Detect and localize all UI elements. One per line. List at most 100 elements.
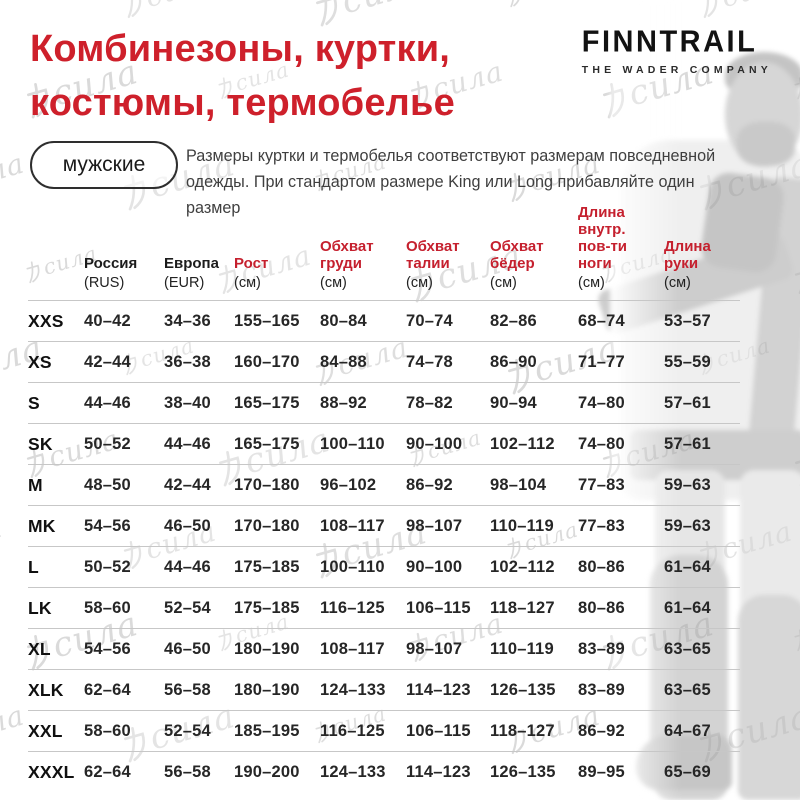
size-label: SK xyxy=(28,433,53,454)
table-cell: 114–123 xyxy=(406,680,471,699)
column-header-label: Россия xyxy=(84,255,138,272)
column-header-unit: (см) xyxy=(406,275,433,291)
column-header-label: Обхват груди xyxy=(320,238,374,272)
table-cell: 190–200 xyxy=(234,762,300,781)
table-cell: 68–74 xyxy=(578,311,625,330)
table-cell: 180–190 xyxy=(234,680,300,699)
table-cell: 180–190 xyxy=(234,639,300,658)
table-row: M 48–50 42–44 170–180 96–102 86–92 98–104 77–83… xyxy=(28,464,740,505)
table-cell: 175–185 xyxy=(234,557,300,576)
table-cell: 42–44 xyxy=(164,475,211,494)
table-header: Россия (RUS) Европа (EUR) Рост (см) Обхват гру… xyxy=(28,204,740,300)
column-header-label: Европа xyxy=(164,255,219,272)
column-header: Обхват талии (см) xyxy=(406,238,490,292)
table-cell: 102–112 xyxy=(490,434,555,453)
table-cell: 77–83 xyxy=(578,516,625,535)
size-label: M xyxy=(28,474,43,495)
table-cell: 98–107 xyxy=(406,639,463,658)
table-cell: 110–119 xyxy=(490,516,554,535)
table-cell: 54–56 xyxy=(84,639,131,658)
table-cell: 77–83 xyxy=(578,475,625,494)
table-cell: 50–52 xyxy=(84,434,131,453)
table-cell: 165–175 xyxy=(234,434,300,453)
table-cell: 54–56 xyxy=(84,516,131,535)
table-cell: 56–58 xyxy=(164,762,211,781)
table-cell: 96–102 xyxy=(320,475,377,494)
table-cell: 40–42 xyxy=(84,311,131,330)
table-cell: 155–165 xyxy=(234,311,300,330)
column-header-unit: (см) xyxy=(320,275,347,291)
column-header: Длина внутр. пов-ти ноги (см) xyxy=(578,204,664,292)
table-cell: 124–133 xyxy=(320,762,386,781)
table-cell: 170–180 xyxy=(234,516,300,535)
table-cell: 52–54 xyxy=(164,598,211,617)
column-header-unit: (см) xyxy=(664,275,691,291)
table-cell: 108–117 xyxy=(320,639,385,658)
table-cell: 100–110 xyxy=(320,434,385,453)
table-cell: 90–100 xyxy=(406,557,463,576)
table-cell: 58–60 xyxy=(84,598,131,617)
table-cell: 108–117 xyxy=(320,516,385,535)
table-row: LK 58–60 52–54 175–185 116–125 106–115 118–127… xyxy=(28,587,740,628)
table-cell: 57–61 xyxy=(664,434,711,453)
table-cell: 89–95 xyxy=(578,762,625,781)
size-label: XS xyxy=(28,351,52,372)
table-cell: 126–135 xyxy=(490,680,556,699)
table-cell: 100–110 xyxy=(320,557,385,576)
column-header: Рост (см) xyxy=(234,255,320,292)
table-cell: 65–69 xyxy=(664,762,711,781)
column-header-label: Обхват талии xyxy=(406,238,460,272)
table-cell: 98–104 xyxy=(490,475,547,494)
table-row: MK 54–56 46–50 170–180 108–117 98–107 110–119 7… xyxy=(28,505,740,546)
table-row: L 50–52 44–46 175–185 100–110 90–100 102–112 80… xyxy=(28,546,740,587)
table-row: XXS 40–42 34–36 155–165 80–84 70–74 82–86 68–74… xyxy=(28,300,740,341)
table-cell: 80–86 xyxy=(578,598,625,617)
table-cell: 74–78 xyxy=(406,352,453,371)
table-cell: 50–52 xyxy=(84,557,131,576)
table-cell: 86–92 xyxy=(578,721,625,740)
gender-badge: мужские xyxy=(30,141,178,189)
sizing-note-line2: одежды. При стандартом размере King или … xyxy=(186,173,695,217)
table-cell: 34–36 xyxy=(164,311,211,330)
column-header-label: Длина внутр. пов-ти ноги xyxy=(578,204,628,272)
brand-logo: FINNTRAIL THE WADER COMPANY xyxy=(581,25,772,76)
table-cell: 44–46 xyxy=(164,557,211,576)
table-cell: 175–185 xyxy=(234,598,300,617)
table-cell: 46–50 xyxy=(164,639,211,658)
sizing-note-line1: Размеры куртки и термобелья соответствую… xyxy=(186,147,716,165)
table-cell: 88–92 xyxy=(320,393,367,412)
column-header: Европа (EUR) xyxy=(164,255,234,292)
table-cell: 84–88 xyxy=(320,352,367,371)
table-cell: 56–58 xyxy=(164,680,211,699)
column-header-label: Рост xyxy=(234,255,269,272)
table-cell: 106–115 xyxy=(406,721,471,740)
table-cell: 160–170 xyxy=(234,352,300,371)
table-cell: 86–90 xyxy=(490,352,537,371)
table-cell: 102–112 xyxy=(490,557,555,576)
page-title-line1: Комбинезоны, куртки, xyxy=(30,28,451,70)
table-row: S 44–46 38–40 165–175 88–92 78–82 90–94 74–80 57… xyxy=(28,382,740,423)
brand-tagline: THE WADER COMPANY xyxy=(581,64,772,76)
column-header-label: Длина руки xyxy=(664,238,711,272)
table-cell: 70–74 xyxy=(406,311,453,330)
table-cell: 118–127 xyxy=(490,598,555,617)
table-cell: 55–59 xyxy=(664,352,711,371)
size-label: XL xyxy=(28,638,51,659)
size-label: XXXL xyxy=(28,761,75,782)
size-label: L xyxy=(28,556,39,577)
page-title-line2: костюмы, термобелье xyxy=(30,82,455,124)
column-header: Обхват груди (см) xyxy=(320,238,406,292)
sizing-note: Размеры куртки и термобелья соответствую… xyxy=(186,143,742,221)
table-cell: 80–86 xyxy=(578,557,625,576)
table-cell: 64–67 xyxy=(664,721,711,740)
column-header: Россия (RUS) xyxy=(84,255,164,292)
column-header-unit: (EUR) xyxy=(164,275,205,291)
table-cell: 59–63 xyxy=(664,516,711,535)
column-header-unit: (см) xyxy=(578,275,605,291)
table-cell: 53–57 xyxy=(664,311,711,330)
table-row: XS 42–44 36–38 160–170 84–88 74–78 86–90 71–77 5… xyxy=(28,341,740,382)
table-cell: 106–115 xyxy=(406,598,471,617)
table-cell: 36–38 xyxy=(164,352,211,371)
size-label: S xyxy=(28,392,40,413)
table-cell: 82–86 xyxy=(490,311,537,330)
